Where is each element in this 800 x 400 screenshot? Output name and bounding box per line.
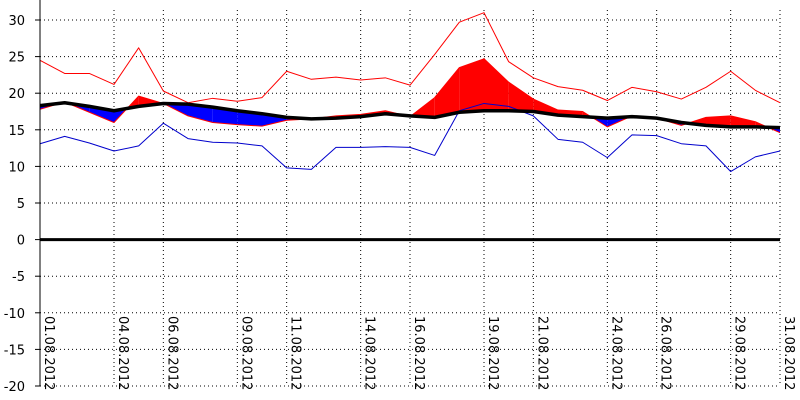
above-normal-area — [459, 58, 484, 113]
above-normal-area — [508, 82, 534, 112]
x-tick-label: 29.08.2012 — [732, 316, 747, 390]
above-normal-area — [434, 67, 460, 118]
above-normal-area — [484, 58, 509, 111]
x-tick-label: 19.08.2012 — [485, 316, 500, 390]
x-tick-label: 21.08.2012 — [534, 316, 549, 390]
x-tick-label: 11.08.2012 — [288, 316, 303, 390]
x-tick-label: 01.08.2012 — [41, 316, 56, 390]
x-tick-label: 14.08.2012 — [362, 316, 377, 390]
series-line-layer — [39, 12, 781, 173]
x-tick-label: 09.08.2012 — [238, 316, 253, 390]
tick-label-layer: -20 -15 -10 -5 0 5 10 15 20 25 30 01.08.2012 04.08.2… — [4, 14, 796, 395]
x-tick-label: 04.08.2012 — [115, 316, 130, 390]
max-temperature-line — [39, 12, 781, 104]
y-tick-label: 0 — [17, 234, 25, 249]
y-tick-label: 5 — [17, 197, 25, 212]
grid-layer — [39, 10, 781, 387]
y-tick-label: -15 — [4, 343, 25, 358]
normal-temperature-line — [39, 100, 781, 130]
min-temperature-line — [39, 102, 781, 173]
x-tick-label: 31.08.2012 — [781, 316, 796, 390]
x-tick-label: 24.08.2012 — [608, 316, 623, 390]
y-tick-label: 30 — [8, 14, 25, 29]
x-tick-label: 06.08.2012 — [164, 316, 179, 390]
y-tick-label: 20 — [8, 87, 25, 102]
y-tick-label: 15 — [8, 124, 25, 139]
axis-layer — [35, 0, 780, 387]
x-tick-label: 16.08.2012 — [411, 316, 426, 390]
y-tick-label: -10 — [4, 307, 25, 322]
y-tick-label: 10 — [8, 160, 25, 175]
below-normal-area — [188, 104, 213, 123]
y-tick-label: -20 — [4, 380, 25, 395]
y-tick-label: -5 — [12, 270, 25, 285]
above-normal-area — [730, 115, 756, 127]
x-tick-label: 26.08.2012 — [658, 316, 673, 390]
y-tick-label: 25 — [8, 51, 25, 66]
